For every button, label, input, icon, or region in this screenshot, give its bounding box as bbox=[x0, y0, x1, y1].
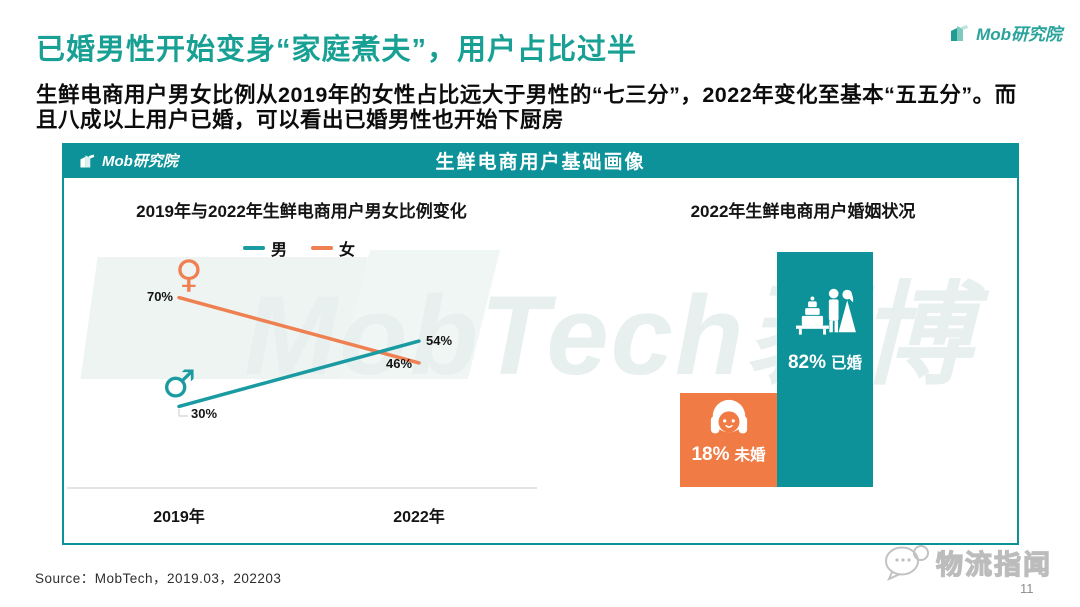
bar-pct-unmarried: 18% bbox=[691, 444, 730, 465]
x-tick-2019: 2019年 bbox=[153, 509, 205, 526]
data-label-female-2022: 46% bbox=[386, 356, 413, 371]
data-label-male-2022: 54% bbox=[426, 333, 453, 348]
page-title: 已婚男性开始变身“家庭煮夫”，用户占比过半 bbox=[36, 34, 638, 66]
leader-line-30pct bbox=[178, 409, 188, 417]
footer-watermark-text: 物流指闻 bbox=[935, 549, 1052, 580]
bar-pct-married: 82% bbox=[787, 352, 826, 373]
line-chart-plot: ♀ ♂ 70% 30% 54% 46% 2019年 2022年 bbox=[64, 252, 564, 526]
bar-cat-married: 已婚 bbox=[831, 355, 863, 372]
brand-logo: Mob研究院 bbox=[948, 20, 1062, 45]
line-chart-svg bbox=[67, 295, 537, 489]
bar-unmarried: 18% 未婚 bbox=[680, 393, 777, 487]
banner-title: 生鲜电商用户基础画像 bbox=[435, 152, 646, 173]
mob-building-icon bbox=[951, 24, 969, 41]
page-number: 11 bbox=[1020, 581, 1034, 596]
bar-cat-unmarried: 未婚 bbox=[734, 447, 766, 464]
single-girl-icon bbox=[710, 399, 747, 434]
report-card: MobTech袤博 Mob研究院 生鲜电商用户基础画像 2019年与2022年生… bbox=[62, 143, 1019, 545]
line-chart-title: 2019年与2022年生鲜电商用户男女比例变化 bbox=[136, 202, 467, 221]
page-subtitle: 生鲜电商用户男女比例从2019年的女性占比远大于男性的“七三分”，2022年变化… bbox=[36, 83, 1017, 132]
male-symbol-icon: ♂ bbox=[162, 362, 197, 406]
brand-logo-text: Mob研究院 bbox=[976, 25, 1062, 44]
card-banner: Mob研究院 生鲜电商用户基础画像 bbox=[62, 143, 1019, 178]
bar-label-married: 82% 已婚 bbox=[788, 351, 862, 374]
legend-label-male: 男 bbox=[270, 242, 287, 259]
bar-label-unmarried: 18% 未婚 bbox=[691, 443, 765, 466]
wedding-couple-icon bbox=[796, 288, 856, 335]
line-series-男 bbox=[177, 339, 421, 409]
line-series-女 bbox=[177, 295, 421, 365]
footer-watermark: 物流指闻 bbox=[880, 541, 1052, 583]
x-tick-2022: 2022年 bbox=[393, 509, 445, 526]
line-chart-legend: 男 女 bbox=[64, 236, 534, 260]
data-label-female-2019: 70% bbox=[146, 289, 173, 304]
banner-brand-logo: Mob研究院 bbox=[78, 150, 178, 171]
source-note: Source：MobTech，2019.03，202203 bbox=[35, 571, 282, 586]
legend-item-male: 男 bbox=[242, 236, 287, 260]
mob-building-icon-white bbox=[80, 153, 95, 168]
banner-brand-text: Mob研究院 bbox=[102, 153, 178, 170]
data-label-male-2019: 30% bbox=[191, 406, 218, 421]
legend-dash-female bbox=[311, 246, 333, 250]
chat-bubble-face-icon bbox=[885, 545, 929, 581]
legend-dash-male bbox=[242, 246, 265, 250]
bar-married: 82% 已婚 bbox=[777, 252, 873, 487]
bar-chart-title: 2022年生鲜电商用户婚姻状况 bbox=[690, 202, 916, 221]
female-symbol-icon: ♀ bbox=[175, 252, 203, 296]
legend-label-female: 女 bbox=[339, 242, 356, 259]
legend-item-female: 女 bbox=[311, 236, 355, 260]
